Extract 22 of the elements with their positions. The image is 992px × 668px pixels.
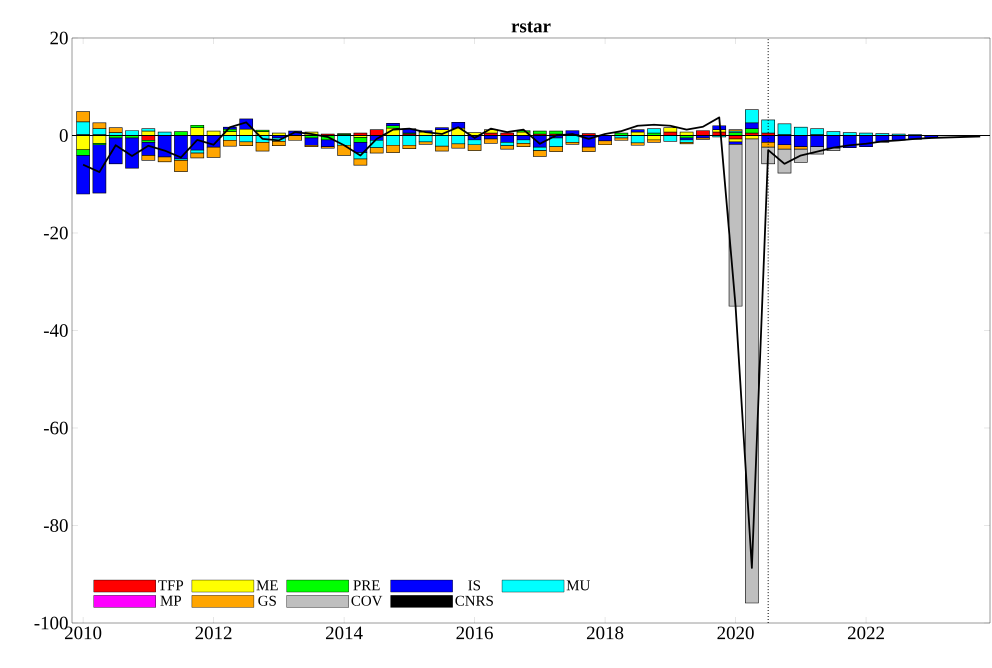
x-tick-label: 2018	[586, 626, 624, 640]
chart-title: rstar	[512, 22, 551, 32]
legend-label: CNRS	[455, 596, 493, 606]
y-tick-label: -60	[44, 422, 68, 434]
legend-label: MU	[566, 580, 590, 590]
x-tick-label: 2016	[456, 626, 493, 640]
legend-label: IS	[468, 580, 480, 590]
legend-label: ME	[256, 580, 278, 590]
legend-label: TFP	[158, 580, 184, 590]
x-tick-label: 2020	[717, 626, 754, 640]
y-tick-label: -80	[44, 519, 68, 532]
legend-label: GS	[258, 596, 276, 606]
legend-label: MP	[160, 596, 182, 606]
legend-label: COV	[351, 596, 382, 606]
x-tick-label: 2014	[326, 626, 363, 640]
legend-label: PRE	[353, 580, 380, 590]
y-tick-label: 20	[50, 32, 68, 44]
y-tick-label: 0	[60, 129, 68, 142]
x-tick-label: 2022	[848, 626, 884, 640]
y-tick-label: -40	[44, 324, 68, 337]
x-tick-label: 2012	[195, 626, 232, 640]
y-tick-label: -20	[44, 226, 68, 240]
